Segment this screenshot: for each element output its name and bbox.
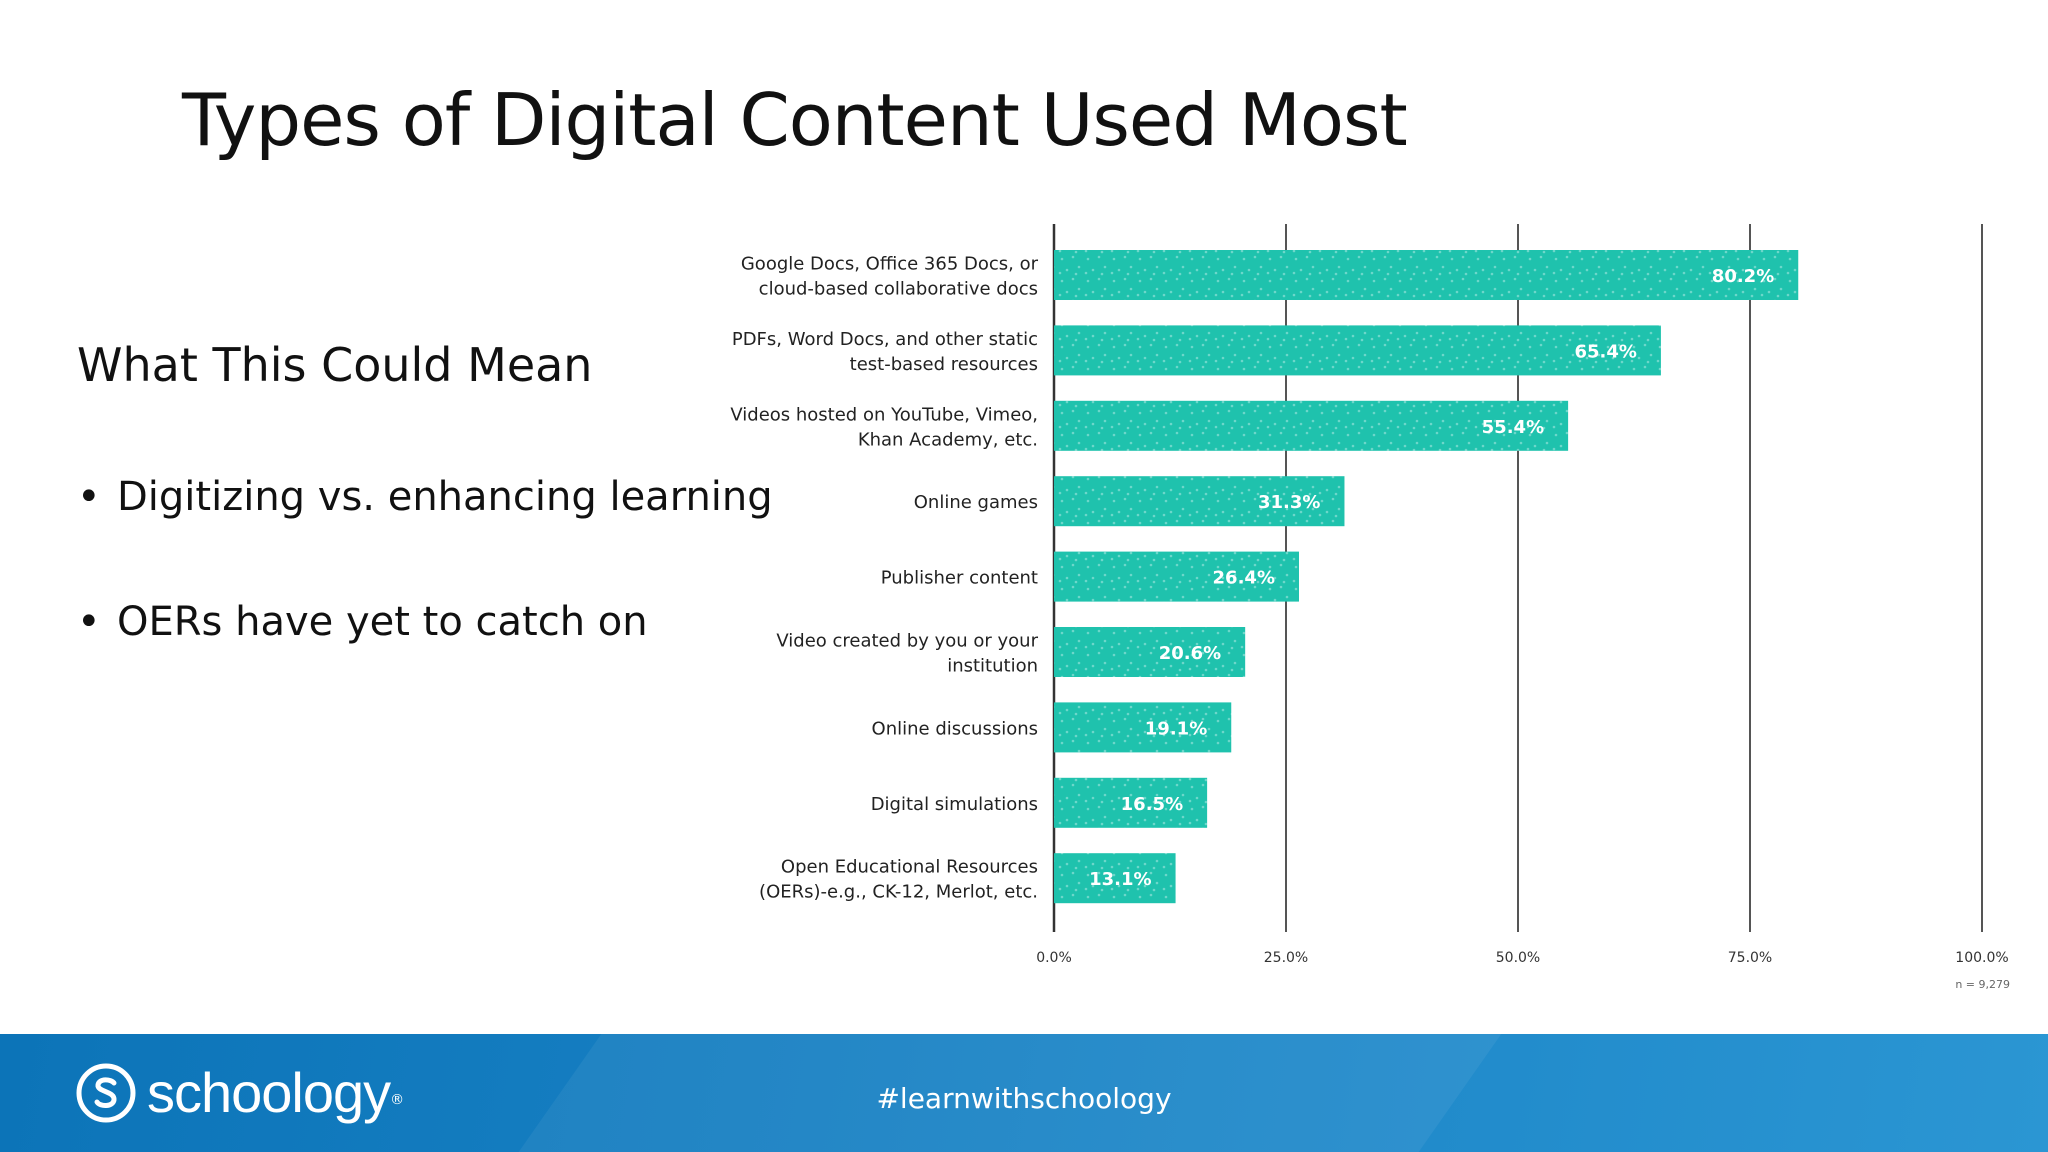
category-label: cloud-based collaborative docs [759, 279, 1038, 300]
hashtag: #learnwithschoology [876, 1082, 1172, 1115]
footer-bar: schoology ® #learnwithschoology [0, 1034, 2048, 1152]
bullet-text: OERs have yet to catch on [117, 599, 648, 645]
category-label: Online discussions [872, 718, 1038, 739]
data-label: 26.4% [1213, 568, 1275, 589]
category-label: Open Educational Resources [781, 857, 1038, 878]
category-label: Videos hosted on YouTube, Vimeo, [730, 404, 1038, 425]
data-label: 55.4% [1482, 417, 1544, 438]
category-label: (OERs)-e.g., CK-12, Merlot, etc. [759, 882, 1038, 903]
bar [1054, 853, 1176, 904]
category-label: Digital simulations [871, 794, 1038, 815]
bullet-item: • Digitizing vs. enhancing learning [77, 474, 773, 520]
data-label: 19.1% [1145, 718, 1207, 739]
schoology-s-icon [76, 1063, 136, 1123]
data-label: 31.3% [1258, 492, 1320, 513]
bar [1054, 325, 1661, 376]
logo-wordmark: schoology [147, 1061, 391, 1124]
category-label: institution [947, 656, 1038, 677]
category-label: Google Docs, Office 365 Docs, or [741, 254, 1039, 275]
data-label: 13.1% [1089, 869, 1151, 890]
category-label: Publisher content [881, 568, 1038, 589]
bullet-dot: • [77, 474, 101, 520]
x-tick-label: 75.0% [1728, 950, 1772, 966]
data-label: 16.5% [1121, 794, 1183, 815]
bar [1054, 551, 1299, 602]
category-label: Video created by you or your [776, 631, 1038, 652]
data-label: 80.2% [1712, 266, 1774, 287]
bar-chart: 80.2% Google Docs, Office 365 Docs, or clo… [730, 224, 2010, 991]
bullet-dot: • [77, 599, 101, 645]
bar [1054, 702, 1232, 753]
sample-size-note: n = 9,279 [1955, 978, 2010, 991]
bar [1054, 476, 1345, 527]
x-tick-label: 50.0% [1496, 950, 1540, 966]
bar [1054, 627, 1246, 677]
data-label: 65.4% [1574, 341, 1636, 362]
category-label: PDFs, Word Docs, and other static [732, 329, 1038, 350]
subheading: What This Could Mean [77, 338, 593, 392]
x-tick-label: 100.0% [1955, 950, 2008, 966]
registered-mark: ® [390, 1092, 405, 1108]
category-label: Online games [914, 492, 1038, 513]
bar [1054, 777, 1208, 828]
category-label: Khan Academy, etc. [858, 429, 1038, 450]
category-label: test-based resources [850, 354, 1038, 375]
bar [1054, 400, 1569, 451]
x-tick-label: 0.0% [1036, 950, 1072, 966]
x-tick-label: 25.0% [1264, 950, 1308, 966]
bullet-text: Digitizing vs. enhancing learning [117, 474, 773, 520]
data-label: 20.6% [1159, 643, 1221, 664]
bullet-item: • OERs have yet to catch on [77, 599, 648, 645]
schoology-logo: schoology ® [75, 1056, 404, 1130]
bar [1054, 250, 1799, 300]
slide-title: Types of Digital Content Used Most [182, 78, 1408, 162]
